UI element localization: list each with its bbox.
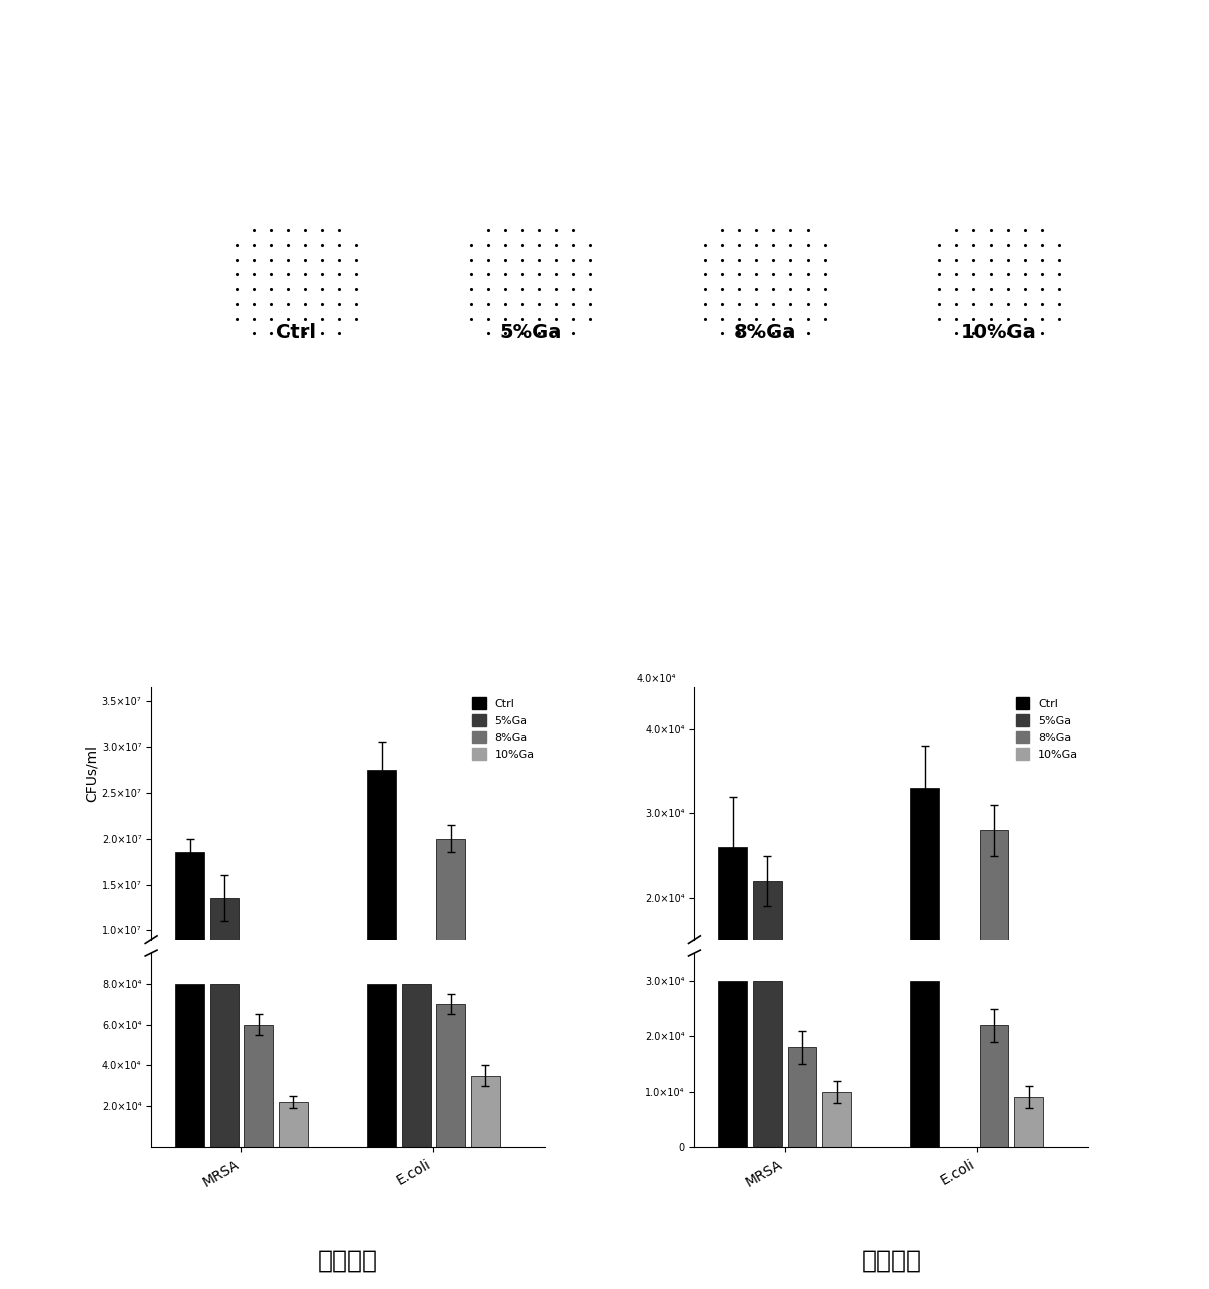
Text: E.coli: E.coli [156,567,215,586]
FancyBboxPatch shape [433,315,629,351]
Text: MRSA: MRSA [156,397,219,416]
FancyBboxPatch shape [901,315,1098,351]
Bar [401,984,430,1147]
Bar [209,984,238,1147]
Bar [1014,1097,1043,1147]
Text: 10%Ga: 10%Ga [961,324,1037,342]
Bar [209,898,238,1022]
Bar [910,981,939,1147]
Bar [244,1025,273,1147]
Bar [787,1048,816,1147]
Bar [979,830,1008,1066]
Ellipse shape [216,213,376,351]
Text: 8%Ga: 8%Ga [734,324,796,342]
FancyBboxPatch shape [666,315,863,351]
Bar [279,1102,307,1147]
Bar [436,1004,465,1147]
Bar [368,984,397,1147]
Bar [175,984,204,1147]
Bar [436,839,465,1022]
Bar [175,852,204,1022]
Ellipse shape [686,213,845,351]
Legend: Ctrl, 5%Ga, 8%Ga, 10%Ga: Ctrl, 5%Ga, 8%Ga, 10%Ga [1011,692,1082,764]
Bar [470,1076,499,1147]
FancyBboxPatch shape [198,315,394,351]
Text: CFUs/ml: CFUs/ml [85,745,99,802]
Text: 4.0×10⁴: 4.0×10⁴ [636,674,676,683]
Ellipse shape [451,213,611,351]
Text: 悬液涂板: 悬液涂板 [861,1248,921,1272]
Bar [753,880,782,1066]
Bar [910,788,939,1066]
Bar [718,847,747,1066]
Text: Ctrl: Ctrl [277,324,317,342]
Bar [822,1092,851,1147]
Bar [979,1025,1008,1147]
Legend: Ctrl, 5%Ga, 8%Ga, 10%Ga: Ctrl, 5%Ga, 8%Ga, 10%Ga [468,692,539,764]
Bar [753,981,782,1147]
Text: 震荡涂板: 震荡涂板 [318,1248,378,1272]
Text: 5%Ga: 5%Ga [499,324,562,342]
Bar [368,770,397,1022]
Bar [718,981,747,1147]
Ellipse shape [920,213,1078,351]
